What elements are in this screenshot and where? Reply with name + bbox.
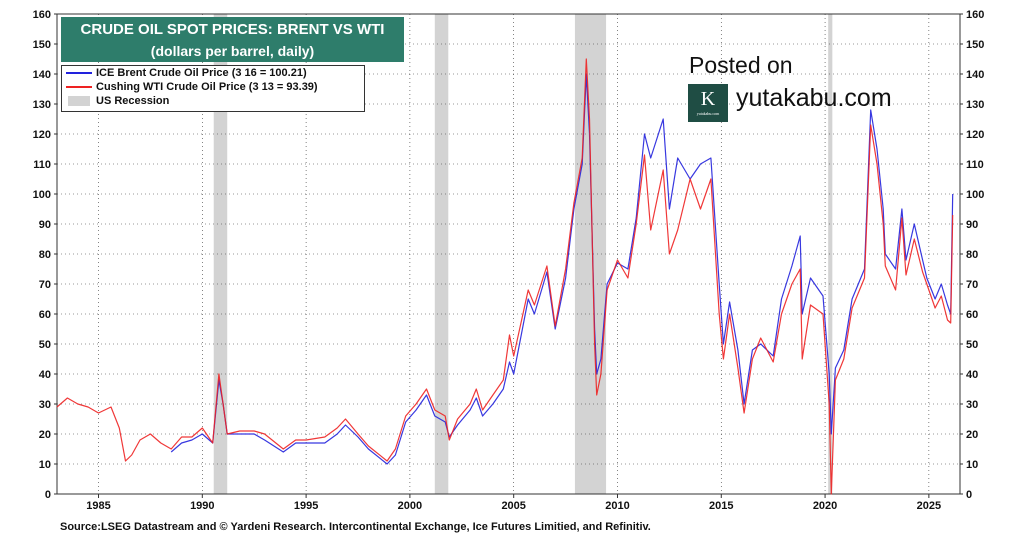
y-tick-label-right: 40: [966, 369, 978, 381]
y-tick-label-right: 130: [966, 99, 984, 111]
y-tick-label-left: 140: [33, 69, 51, 81]
y-tick-label-left: 150: [33, 39, 51, 51]
legend-label-brent: ICE Brent Crude Oil Price (3 16 = 100.21…: [96, 67, 307, 79]
x-tick-label: 2015: [709, 500, 733, 512]
recession-band: [828, 14, 833, 494]
chart-legend: ICE Brent Crude Oil Price (3 16 = 100.21…: [61, 65, 365, 112]
chart-title: CRUDE OIL SPOT PRICES: BRENT VS WTI: [80, 21, 385, 38]
x-tick-label: 2010: [605, 500, 629, 512]
series-line-brent: [170, 73, 954, 465]
series-line-wti: [56, 58, 954, 495]
y-tick-label-left: 20: [39, 429, 51, 441]
legend-label-wti: Cushing WTI Crude Oil Price (3 13 = 93.3…: [96, 81, 318, 93]
y-tick-label-right: 20: [966, 429, 978, 441]
chart-title-box: CRUDE OIL SPOT PRICES: BRENT VS WTI (dol…: [61, 17, 404, 62]
legend-item-brent: ICE Brent Crude Oil Price (3 16 = 100.21…: [62, 66, 364, 80]
y-axis-right: 0 10 20 30 40 50 60 70 80 90 100 110 120 130 140 150 160: [960, 9, 984, 501]
logo-small-text: yutakabu.com: [696, 111, 720, 116]
series-lines: [56, 58, 954, 495]
y-tick-label-right: 80: [966, 249, 978, 261]
x-tick-label: 2005: [501, 500, 525, 512]
legend-item-recession: US Recession: [62, 94, 364, 108]
chart-subtitle: (dollars per barrel, daily): [150, 43, 315, 59]
legend-item-wti: Cushing WTI Crude Oil Price (3 13 = 93.3…: [62, 80, 364, 94]
y-tick-label-left: 100: [33, 189, 51, 201]
y-tick-label-right: 150: [966, 39, 984, 51]
x-tick-label: 2000: [398, 500, 422, 512]
y-tick-label-left: 70: [39, 279, 51, 291]
y-tick-label-right: 0: [966, 489, 972, 501]
y-tick-label-right: 140: [966, 69, 984, 81]
y-tick-label-left: 90: [39, 219, 51, 231]
y-tick-label-right: 120: [966, 129, 984, 141]
x-axis: 1985 1990 1995 2000 2005 2010 2015 2020 2025: [86, 494, 941, 512]
legend-label-recession: US Recession: [96, 95, 170, 107]
x-tick-label: 1990: [190, 500, 214, 512]
x-tick-label: 2025: [917, 500, 941, 512]
site-name: yutakabu.com: [736, 84, 892, 112]
legend-swatch-brent: [66, 72, 92, 74]
y-tick-label-left: 40: [39, 369, 51, 381]
legend-swatch-wti: [66, 86, 92, 88]
y-tick-label-right: 110: [966, 159, 984, 171]
posted-on-label: Posted on: [689, 52, 793, 78]
y-tick-label-left: 120: [33, 129, 51, 141]
y-tick-label-right: 70: [966, 279, 978, 291]
y-tick-label-left: 0: [45, 489, 51, 501]
y-tick-label-left: 110: [33, 159, 51, 171]
y-tick-label-left: 80: [39, 249, 51, 261]
y-tick-label-left: 60: [39, 309, 51, 321]
logo-letter: K: [700, 88, 716, 110]
y-tick-label-left: 10: [39, 459, 51, 471]
y-tick-label-left: 50: [39, 339, 51, 351]
x-tick-label: 1995: [294, 500, 318, 512]
y-tick-label-left: 160: [33, 9, 51, 21]
y-tick-label-left: 30: [39, 399, 51, 411]
x-tick-label: 1985: [86, 500, 110, 512]
y-tick-label-right: 60: [966, 309, 978, 321]
source-note: Source:LSEG Datastream and © Yardeni Res…: [60, 521, 651, 533]
y-axis-left: 0 10 20 30 40 50 60 70 80 90 100 110 120 130 140 150 160: [33, 9, 57, 501]
legend-swatch-recession: [68, 96, 90, 106]
y-tick-label-right: 160: [966, 9, 984, 21]
recession-band: [574, 14, 607, 494]
site-logo: K yutakabu.com: [688, 84, 728, 122]
y-tick-label-right: 10: [966, 459, 978, 471]
y-tick-label-right: 30: [966, 399, 978, 411]
y-tick-label-right: 90: [966, 219, 978, 231]
y-tick-label-left: 130: [33, 99, 51, 111]
y-tick-label-right: 100: [966, 189, 984, 201]
y-tick-label-right: 50: [966, 339, 978, 351]
x-tick-label: 2020: [813, 500, 837, 512]
